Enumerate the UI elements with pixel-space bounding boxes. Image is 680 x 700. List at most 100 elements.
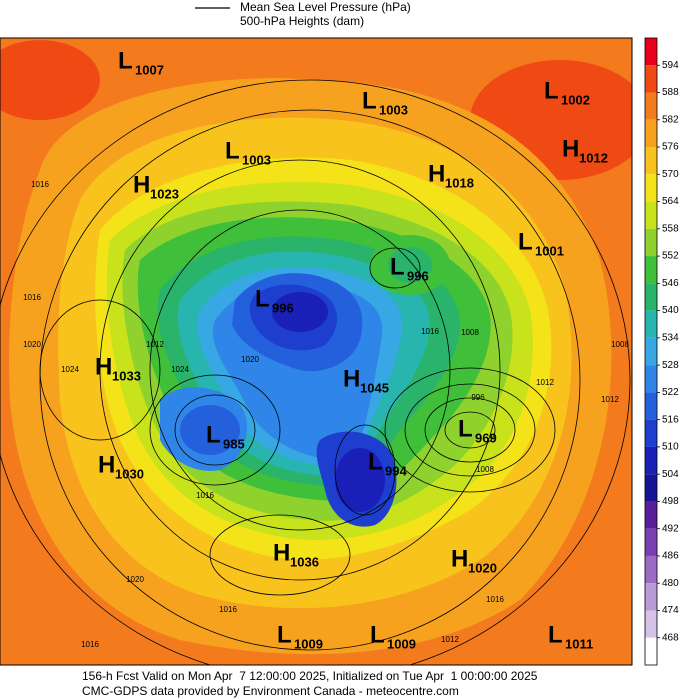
colorbar-segment — [645, 119, 657, 148]
colorbar-tick-label: 582 — [662, 114, 679, 125]
center-type: H — [95, 353, 112, 380]
center-value: 1009 — [294, 636, 323, 651]
center-type: H — [343, 365, 360, 392]
center-value: 1036 — [290, 554, 319, 569]
colorbar-segment — [645, 147, 657, 175]
isobar-label: 1016 — [219, 605, 237, 614]
colorbar-segment — [645, 256, 657, 284]
colorbar-segment — [645, 283, 657, 311]
isobar-label: 1024 — [61, 365, 79, 374]
colorbar-segment — [645, 528, 657, 556]
center-type: L — [370, 621, 385, 648]
footer-line: 156-h Fcst Valid on Mon Apr 7 12:00:00 2… — [82, 669, 538, 683]
isobar-label: 1020 — [126, 575, 144, 584]
colorbar-tick-label: 564 — [662, 196, 679, 207]
center-type: H — [273, 539, 290, 566]
center-value: 1003 — [379, 102, 408, 117]
isobar-label: 1012 — [441, 635, 459, 644]
colorbar-segment — [645, 583, 657, 611]
center-value: 1020 — [468, 560, 497, 575]
center-value: 969 — [475, 430, 497, 445]
center-value: 1018 — [445, 175, 474, 190]
colorbar-tick-label: 576 — [662, 142, 679, 153]
colorbar-tick-label: 546 — [662, 278, 679, 289]
center-value: 1002 — [561, 92, 590, 107]
colorbar-segment — [645, 419, 657, 447]
center-type: H — [133, 171, 150, 198]
isobar-label: 1016 — [421, 327, 439, 336]
center-value: 1033 — [112, 368, 141, 383]
colorbar-segment — [645, 38, 657, 66]
center-type: L — [277, 621, 292, 648]
footer-line: CMC-GDPS data provided by Environment Ca… — [82, 684, 459, 698]
center-type: L — [225, 137, 240, 164]
colorbar-segment — [645, 501, 657, 529]
center-value: 1030 — [115, 466, 144, 481]
colorbar-tick-label: 588 — [662, 87, 679, 98]
center-value: 1007 — [135, 62, 164, 77]
colorbar-segment — [645, 392, 657, 420]
center-value: 996 — [272, 300, 294, 315]
colorbar-tick-label: 486 — [662, 551, 679, 562]
center-type: H — [428, 160, 445, 187]
center-value: 1011 — [565, 636, 593, 651]
center-value: 1003 — [242, 152, 271, 167]
center-value: 1009 — [387, 636, 416, 651]
colorbar-segment — [645, 228, 657, 257]
isobar-label: 1016 — [31, 180, 49, 189]
colorbar-tick-label: 498 — [662, 496, 679, 507]
center-type: L — [118, 47, 133, 74]
isobar-label: 1012 — [601, 395, 619, 404]
center-value: 996 — [407, 268, 429, 283]
colorbar-segment — [645, 474, 657, 502]
center-value: 1001 — [535, 243, 564, 258]
colorbar-tick-label: 534 — [662, 333, 679, 344]
colorbar-tick-label: 552 — [662, 251, 679, 262]
isobar-label: 1016 — [23, 293, 41, 302]
colorbar-segment — [645, 92, 657, 120]
colorbar-segment — [645, 337, 657, 366]
isobar-label: 1012 — [146, 340, 164, 349]
center-type: L — [458, 415, 473, 442]
legend-line-label: Mean Sea Level Pressure (hPa) — [240, 0, 411, 14]
colorbar-tick-label: 528 — [662, 360, 679, 371]
colorbar-tick-label: 474 — [662, 605, 679, 616]
colorbar-segment — [645, 555, 657, 584]
colorbar-tick-label: 516 — [662, 414, 679, 425]
colorbar-frame — [644, 37, 658, 666]
colorbar-tick-label: 480 — [662, 578, 679, 589]
isobar-label: 1012 — [536, 378, 554, 387]
center-type: H — [98, 451, 115, 478]
colorbar-tick-label: 558 — [662, 223, 679, 234]
isobar-label: 1024 — [171, 365, 189, 374]
colorbar-segment — [645, 365, 657, 393]
colorbar-segment — [645, 310, 657, 338]
center-type: H — [451, 545, 468, 572]
isobar-label: 1016 — [196, 491, 214, 500]
height-field — [0, 38, 632, 665]
center-value: 994 — [385, 463, 407, 478]
colorbar-segment — [645, 637, 657, 665]
colorbar-tick-label: 594 — [662, 60, 679, 71]
isobar-label: 1008 — [461, 328, 479, 337]
center-type: L — [362, 87, 377, 114]
colorbar-segment — [645, 65, 657, 93]
legend-fill-label: 500-hPa Heights (dam) — [240, 14, 364, 28]
isobar-label: 1008 — [611, 340, 629, 349]
colorbar-segment — [645, 201, 657, 229]
center-type: L — [518, 228, 533, 255]
isobar-label: 1016 — [486, 595, 504, 604]
center-value: 1012 — [579, 150, 608, 165]
center-value: 985 — [223, 436, 245, 451]
colorbar-tick-label: 570 — [662, 169, 679, 180]
colorbar-tick-label: 504 — [662, 469, 679, 480]
isobar-label: 1020 — [241, 355, 259, 364]
isobar-label: 996 — [471, 393, 485, 402]
center-type: L — [544, 77, 559, 104]
center-type: L — [255, 285, 270, 312]
center-type: L — [206, 421, 221, 448]
center-value: 1023 — [150, 186, 179, 201]
colorbar-tick-label: 522 — [662, 387, 679, 398]
